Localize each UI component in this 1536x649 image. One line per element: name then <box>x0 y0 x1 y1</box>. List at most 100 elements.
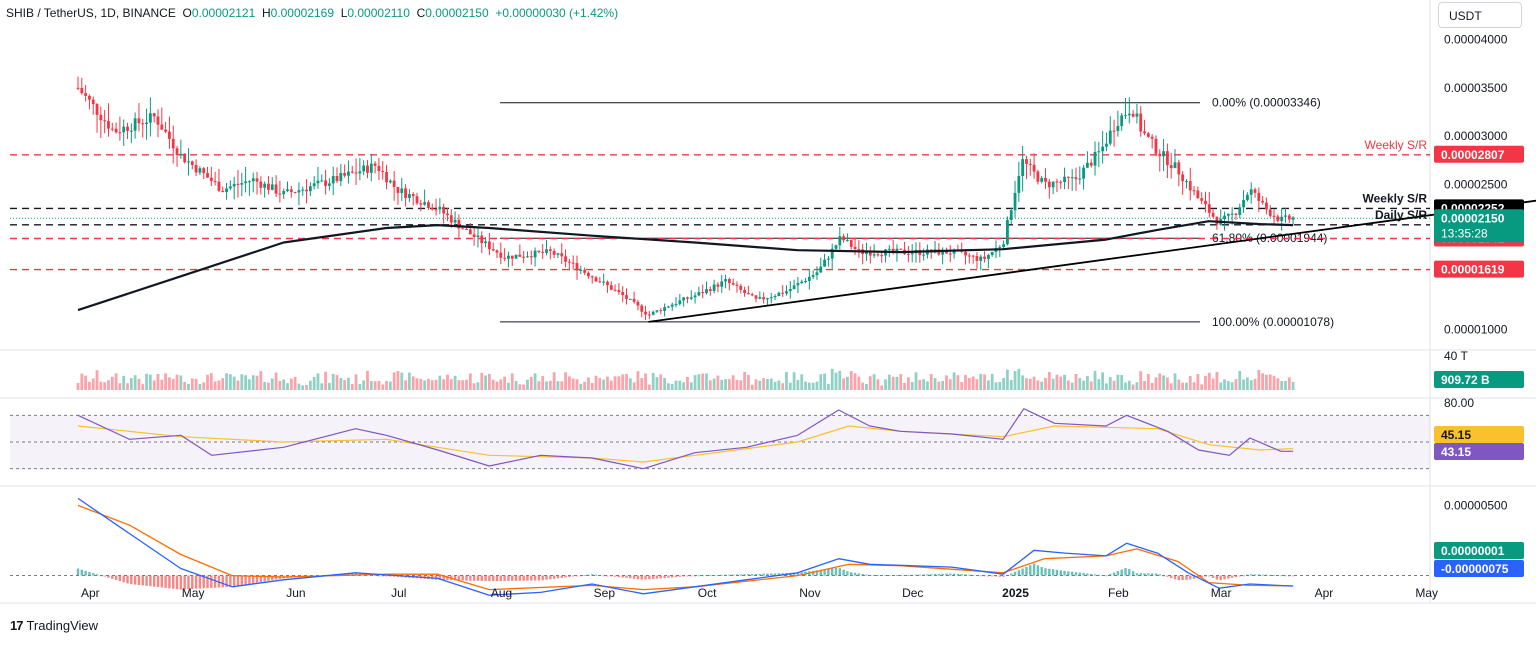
volume-bar <box>648 385 651 390</box>
macd-histogram-bar <box>869 575 871 576</box>
candle-body <box>298 190 301 192</box>
candle-body <box>92 100 95 104</box>
candle-body <box>480 236 483 244</box>
candle-body <box>770 297 773 298</box>
volume-bar <box>1219 383 1222 390</box>
candle-body <box>1075 177 1078 179</box>
macd-histogram-bar <box>1124 568 1126 576</box>
candle-body <box>1101 147 1104 152</box>
volume-bar <box>389 382 392 390</box>
macd-histogram-bar <box>686 576 688 577</box>
macd-histogram-bar <box>561 576 563 578</box>
candle-body <box>1181 174 1184 181</box>
candle-body <box>541 252 544 253</box>
volume-bar <box>172 379 175 390</box>
volume-bar <box>663 378 666 390</box>
macd-histogram-bar <box>374 575 376 576</box>
macd-histogram-bar <box>709 575 711 576</box>
candle-body <box>1014 193 1017 210</box>
volume-bar <box>275 372 278 390</box>
candle-body <box>576 263 579 270</box>
candle-body <box>972 256 975 257</box>
macd-histogram-bar <box>930 574 932 575</box>
candle-body <box>267 184 270 190</box>
volume-bar <box>774 382 777 390</box>
sr-price-label: 0.00001619 <box>1441 263 1505 277</box>
macd-histogram-bar <box>500 576 502 581</box>
volume-bar <box>1170 383 1173 390</box>
macd-histogram-bar <box>698 575 700 576</box>
candle-body <box>873 254 876 255</box>
macd-histogram-bar <box>1101 575 1103 576</box>
macd-histogram-bar <box>1284 575 1286 576</box>
candle-body <box>1276 216 1279 221</box>
macd-histogram-bar <box>1189 576 1191 580</box>
macd-histogram-bar <box>755 574 757 576</box>
macd-histogram-bar <box>1132 571 1134 575</box>
price-axis-tick-label: 0.00003500 <box>1444 81 1508 95</box>
candle-body <box>633 299 636 302</box>
volume-bar <box>278 381 281 390</box>
macd-histogram-bar <box>941 574 943 576</box>
volume-bar <box>1029 379 1032 390</box>
candle-body <box>705 289 708 293</box>
low-value: 0.00002110 <box>347 6 410 20</box>
candle-body <box>732 283 735 285</box>
macd-histogram-bar <box>534 576 536 581</box>
volume-bar <box>503 377 506 390</box>
volume-bar <box>115 373 118 390</box>
volume-bar <box>1181 383 1184 390</box>
candle-body <box>1136 114 1139 117</box>
macd-histogram-bar <box>1052 569 1054 575</box>
macd-histogram-bar <box>1204 576 1206 577</box>
macd-histogram-bar <box>637 576 639 580</box>
candle-body <box>1029 164 1032 165</box>
volume-bar <box>198 384 201 390</box>
volume-bar <box>1075 374 1078 390</box>
volume-bar <box>1101 372 1104 390</box>
volume-bar <box>686 377 689 390</box>
volume-bar <box>153 380 156 390</box>
x-axis-tick-label: Jul <box>391 586 406 600</box>
macd-histogram-bar <box>751 574 753 576</box>
x-axis-tick-label: Nov <box>799 586 820 600</box>
volume-bar <box>1132 384 1135 390</box>
volume-bar <box>777 381 780 390</box>
macd-histogram-bar <box>717 575 719 576</box>
candle-body <box>183 154 186 162</box>
candle-body <box>362 166 365 172</box>
volume-bar <box>995 382 998 390</box>
volume-bar <box>659 374 662 390</box>
candle-body <box>454 220 457 223</box>
candle-body <box>1025 159 1028 164</box>
macd-histogram-bar <box>222 576 224 588</box>
volume-bar <box>385 381 388 390</box>
macd-histogram-bar <box>1002 576 1004 577</box>
volume-bar <box>1158 373 1161 390</box>
symbol-title[interactable]: SHIB / TetherUS, 1D, BINANCE <box>6 6 176 20</box>
candle-body <box>789 289 792 291</box>
currency-button[interactable]: USDT <box>1438 2 1522 28</box>
candle-body <box>766 298 769 299</box>
candle-body <box>842 236 845 240</box>
macd-histogram-bar <box>382 576 384 577</box>
volume-bar <box>903 383 906 390</box>
volume-bar <box>907 377 910 390</box>
candle-body <box>473 234 476 237</box>
macd-histogram-bar <box>1067 571 1069 575</box>
volume-bar <box>789 383 792 390</box>
volume-bar <box>964 375 967 390</box>
candle-body <box>606 282 609 286</box>
macd-histogram-bar <box>964 574 966 575</box>
volume-bar <box>157 374 160 390</box>
macd-histogram-bar <box>991 576 993 577</box>
candle-body <box>625 295 628 299</box>
volume-bar <box>831 369 834 390</box>
candle-body <box>256 178 259 181</box>
candle-body <box>1177 162 1180 174</box>
candle-body <box>1139 114 1142 132</box>
candle-body <box>1193 190 1196 191</box>
